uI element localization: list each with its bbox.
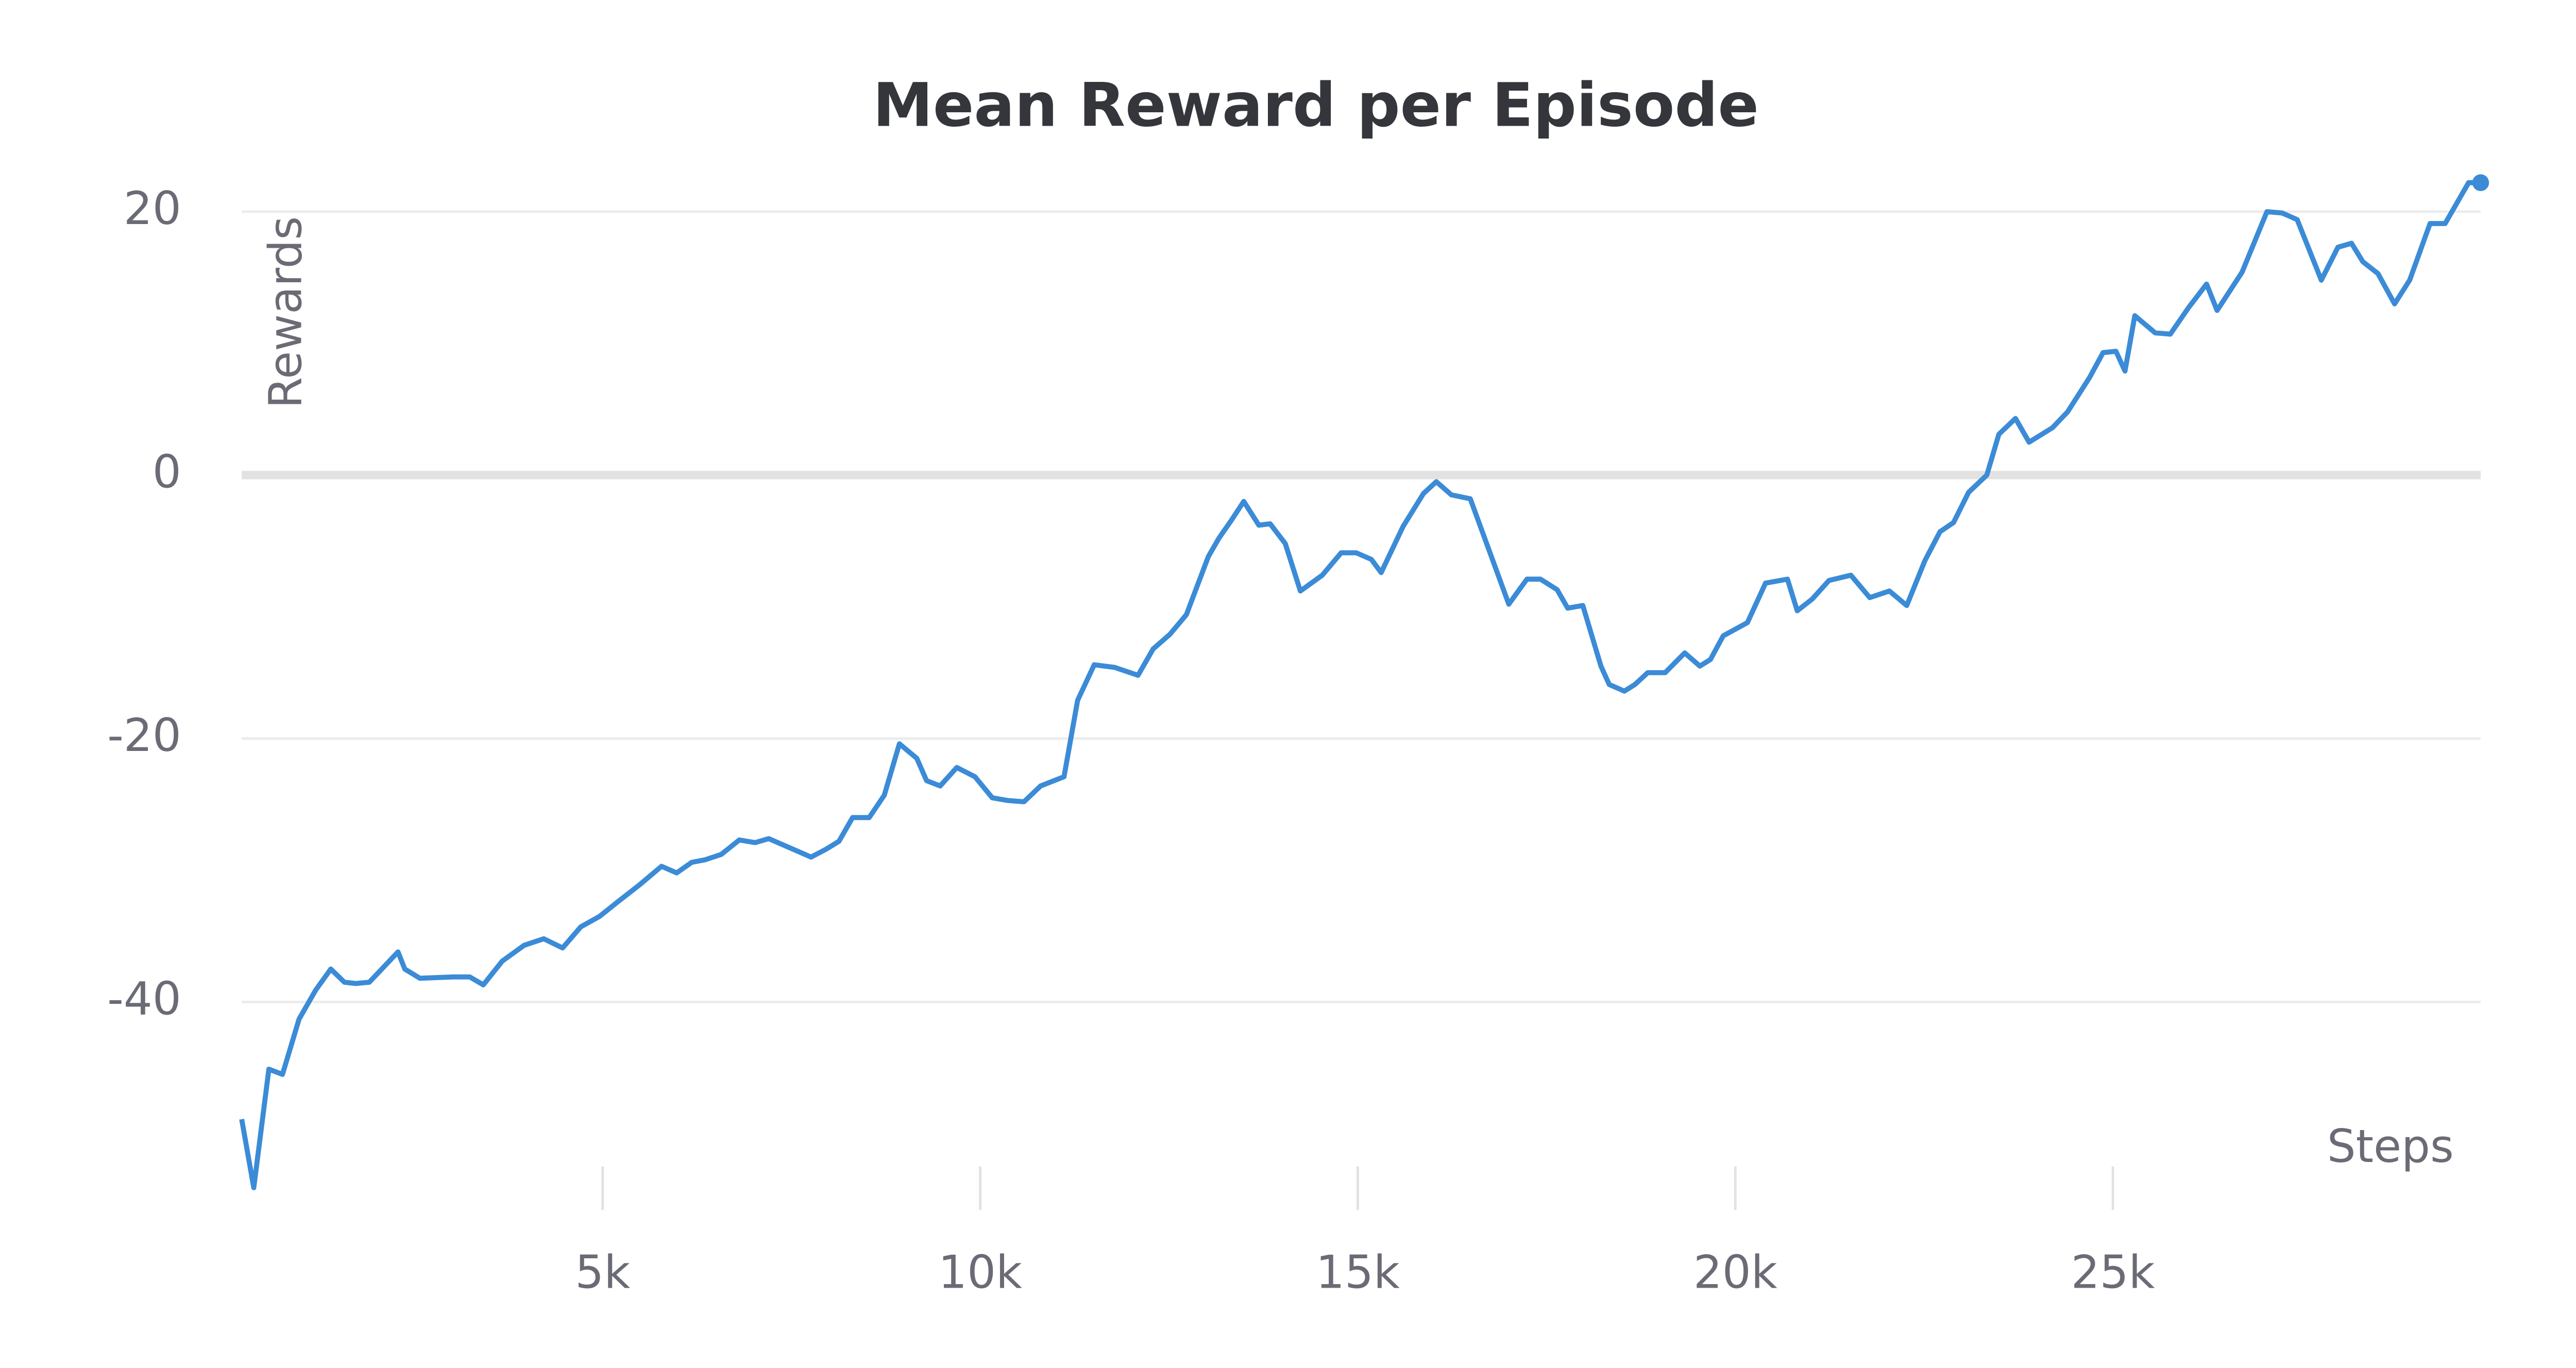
chart-title: Mean Reward per Episode xyxy=(873,70,1759,140)
y-tick-label: 20 xyxy=(124,182,181,235)
line-series xyxy=(239,180,2481,1190)
y-tick-label: -20 xyxy=(107,709,181,762)
y-axis-label: Rewards xyxy=(259,216,312,408)
x-tick-label: 20k xyxy=(1693,1245,1777,1298)
x-tick-label: 15k xyxy=(1316,1245,1400,1298)
y-tick-label: -40 xyxy=(107,972,181,1025)
x-axis-label: Steps xyxy=(2327,1120,2454,1173)
y-tick-label: 0 xyxy=(152,445,181,498)
x-tick-label: 5k xyxy=(575,1245,630,1298)
x-tick-label: 10k xyxy=(938,1245,1022,1298)
x-tick-label: 25k xyxy=(2071,1245,2155,1298)
end-point xyxy=(2472,174,2489,191)
